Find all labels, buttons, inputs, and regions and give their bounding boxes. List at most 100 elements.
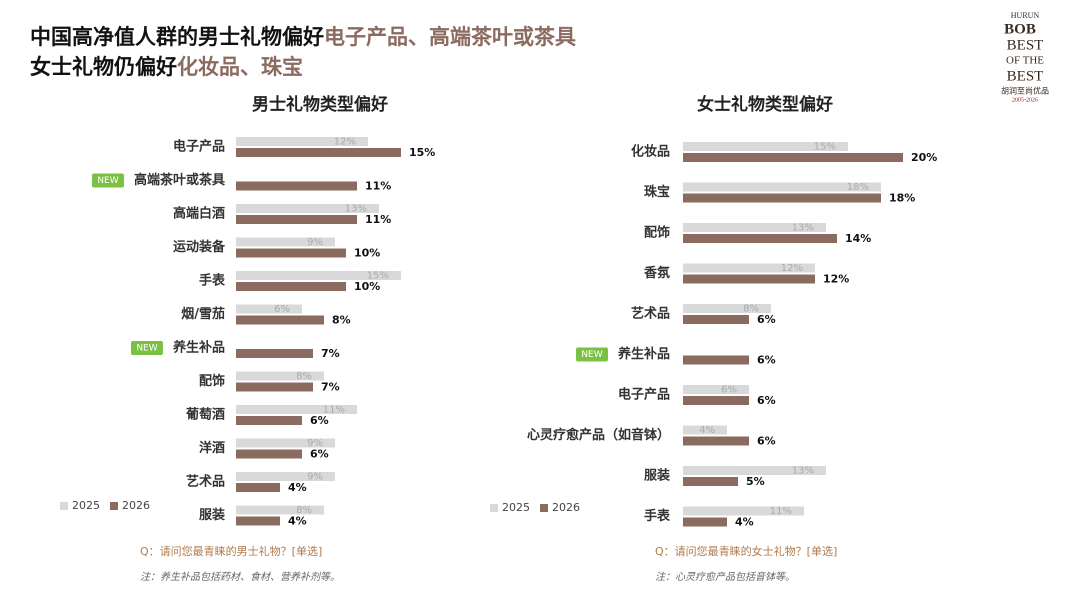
bar [236,438,335,448]
question: Q：请问您最青睐的女士礼物？[单选] [655,544,837,558]
category-label: 手表 [199,273,226,289]
bar [683,182,881,192]
legend-label: 2025 [502,501,530,514]
value-label: 6% [757,354,776,367]
value-label: 8% [296,371,312,382]
value-label: 4% [288,481,307,494]
value-label: 18% [847,182,869,193]
category-label: 配饰 [644,225,670,241]
logo-slogan: OF THE [1006,55,1044,67]
category-label: 艺术品 [631,306,670,322]
value-label: 11% [365,213,391,226]
value-label: 5% [746,475,765,488]
note: 注：养生补品包括药材、食材、营养补剂等。 [140,571,340,583]
bar [236,483,280,492]
note: 注：心灵疗愈产品包括音钵等。 [655,571,795,583]
category-label: 心灵疗愈产品（如音钵） [527,427,670,443]
bar [236,371,324,381]
headline-text: 女士礼物仍偏好 [30,55,177,79]
bar [683,425,727,435]
category-label: 养生补品 [617,346,670,362]
category-label: 烟/雪茄 [181,306,225,322]
new-badge-label: NEW [581,350,602,360]
bar [236,248,346,258]
new-badge [130,341,163,355]
new-badge-label: NEW [136,344,157,354]
bar [236,282,346,291]
bar [236,271,401,280]
value-label: 7% [321,347,340,360]
value-label: 10% [354,247,380,260]
chart-title: 男士礼物类型偏好 [252,94,388,115]
value-label: 12% [823,273,849,286]
legend-swatch [540,504,548,512]
headline-highlight: 电子产品、高端茶叶或茶具 [324,25,576,49]
value-label: 15% [814,142,836,153]
bar [683,263,815,273]
bar [683,234,837,243]
legend-swatch [60,502,68,510]
bar [236,472,335,481]
value-label: 4% [735,516,754,529]
value-label: 12% [781,263,803,274]
value-label: 8% [296,505,312,516]
bar [683,355,749,365]
bar [236,405,357,414]
bar [683,153,903,162]
new-badge [91,173,124,188]
bar [236,204,379,213]
bar [683,304,771,313]
value-label: 15% [367,271,389,282]
value-label: 6% [274,304,290,315]
category-label: 服装 [644,468,670,484]
bar [683,193,881,203]
value-label: 14% [845,232,871,245]
logo-cn: 胡润至尚优品 [1001,86,1049,96]
legend-label: 2026 [552,501,580,514]
bar [236,304,302,314]
category-label: 电子产品 [618,387,670,403]
value-label: 18% [889,192,915,205]
value-label: 9% [307,237,323,248]
headline-2: 女士礼物仍偏好化妆品、珠宝 [30,55,303,79]
category-label: 手表 [644,508,671,524]
bar [236,215,357,224]
value-label: 13% [792,223,814,234]
headline-highlight: 化妆品、珠宝 [177,55,303,79]
logo-slogan: BEST [1007,68,1044,84]
bar [236,315,324,325]
value-label: 11% [365,180,391,193]
bar [683,517,727,527]
bar [683,385,749,394]
bar [683,477,738,486]
value-label: 6% [757,313,776,326]
legend-label: 2025 [72,499,100,512]
category-label: 香氛 [643,265,670,281]
logo: HURUN BOB BEST OF THE BEST 胡润至尚优品 2005-2… [1001,11,1049,104]
bar [683,436,749,446]
bar [236,449,302,459]
value-label: 15% [409,146,435,159]
category-label: 高端茶叶或茶具 [134,172,225,188]
question: Q：请问您最青睐的男士礼物？[单选] [140,544,322,558]
category-label: 服装 [199,507,225,523]
value-label: 6% [310,448,329,461]
logo-slogan: BEST [1007,37,1044,53]
value-label: 8% [743,304,759,315]
legend-swatch [490,504,498,512]
bar [236,349,313,358]
value-label: 6% [757,435,776,448]
headline-1: 中国高净值人群的男士礼物偏好电子产品、高端茶叶或茶具 [30,25,576,49]
bar [236,516,280,526]
category-label: 高端白酒 [173,206,225,222]
bar [683,274,815,284]
bar [236,181,357,191]
bar [236,382,313,392]
bar [683,396,749,405]
value-label: 8% [332,314,351,327]
category-label: 葡萄酒 [185,407,225,423]
bar [236,148,401,157]
bar [236,505,324,515]
